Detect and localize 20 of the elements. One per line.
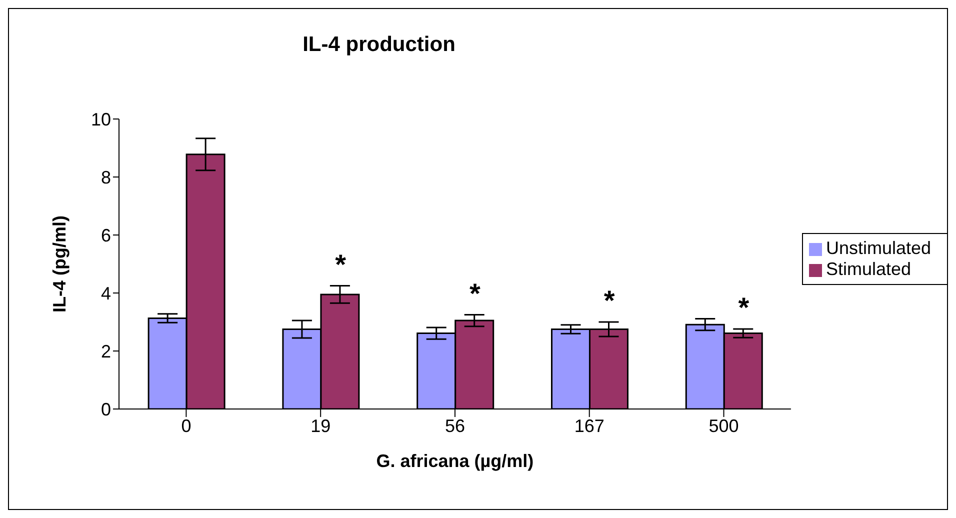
y-tick-label: 6: [100, 225, 111, 246]
x-tick-label: 167: [574, 416, 604, 436]
annotation: *: [604, 285, 615, 316]
annotation: *: [470, 278, 481, 309]
legend-label: Unstimulated: [826, 238, 931, 258]
y-axis-title: IL-4 (pg/ml): [49, 216, 70, 312]
annotation: *: [738, 292, 750, 323]
x-tick-label: 500: [708, 416, 739, 436]
annotation: *: [335, 248, 346, 280]
x-tick-label: 19: [310, 416, 331, 436]
y-tick-label: 0: [100, 399, 111, 420]
y-tick-label: 4: [100, 283, 111, 304]
legend-label: Stimulated: [826, 259, 911, 279]
x-axis-title: G. africana (µg/ml): [376, 451, 534, 471]
y-tick-label: 2: [100, 341, 111, 362]
chart-title: IL-4 production: [302, 33, 456, 57]
x-tick-label: 0: [181, 416, 192, 436]
x-tick-label: 56: [444, 416, 465, 436]
y-tick-label: 8: [100, 167, 111, 188]
y-tick-label: 10: [90, 109, 111, 130]
